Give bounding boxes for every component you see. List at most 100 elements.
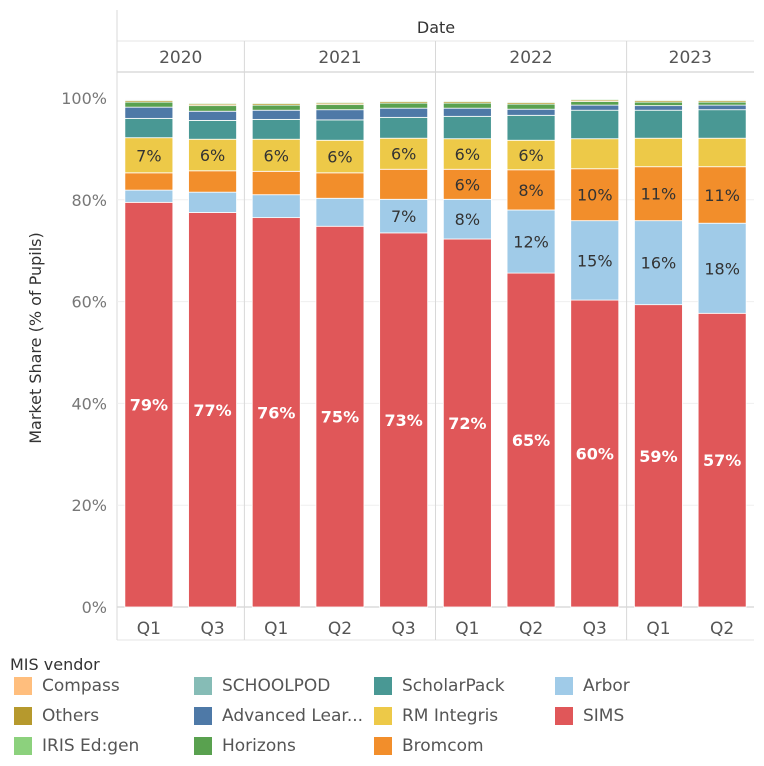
- bar-segment: [442, 168, 492, 200]
- legend-item[interactable]: Horizons: [194, 735, 296, 757]
- bar-segment: [188, 212, 237, 608]
- bar-segment: [442, 115, 492, 140]
- data-label: 6%: [455, 145, 480, 164]
- bar-segment: [124, 189, 174, 203]
- bar-segment: [188, 101, 237, 103]
- legend-item[interactable]: IRIS Ed:gen: [14, 735, 139, 757]
- bar-segment: [442, 107, 492, 117]
- year-label: 2020: [159, 48, 202, 68]
- data-label: 6%: [264, 146, 289, 165]
- bar-segment: [188, 138, 237, 172]
- x-tick-label: Q1: [264, 619, 288, 639]
- x-tick-label: Q2: [328, 619, 352, 639]
- data-label: 60%: [576, 445, 614, 464]
- bar-segment: [442, 102, 492, 109]
- legend-item[interactable]: Others: [14, 705, 99, 727]
- legend-swatch: [194, 677, 212, 695]
- bar-segment: [634, 304, 683, 608]
- legend-swatch: [194, 737, 212, 755]
- legend-swatch: [374, 737, 392, 755]
- bar-segment: [251, 109, 301, 120]
- legend-label: SCHOOLPOD: [222, 676, 331, 696]
- bar-segment: [634, 109, 683, 139]
- data-label: 18%: [704, 259, 740, 278]
- bar-segment: [634, 98, 683, 100]
- bar-segment: [124, 98, 174, 100]
- legend-swatch: [374, 677, 392, 695]
- data-label: 72%: [448, 414, 486, 433]
- x-tick-label: Q1: [137, 619, 161, 639]
- legend-item[interactable]: RM Integris: [374, 705, 498, 727]
- data-label: 11%: [641, 185, 677, 204]
- bar-segment: [315, 139, 365, 174]
- x-tick-label: Q1: [455, 619, 479, 639]
- year-label: 2022: [509, 48, 552, 68]
- data-label: 65%: [512, 431, 550, 450]
- bar-segment: [379, 102, 429, 109]
- data-label: 59%: [639, 447, 677, 466]
- bar-segment: [570, 220, 620, 301]
- bar-segment: [442, 198, 492, 240]
- bar-segment: [379, 116, 429, 139]
- y-tick-label: 20%: [71, 496, 107, 515]
- bar-segment: [379, 232, 429, 608]
- legend-label: Others: [42, 706, 100, 726]
- data-label: 57%: [703, 451, 741, 470]
- x-tick-label: Q2: [519, 619, 543, 639]
- legend-item[interactable]: SCHOOLPOD: [194, 675, 330, 697]
- bar-segment: [188, 105, 237, 112]
- bar-segment: [379, 198, 429, 234]
- legend-item[interactable]: Advanced Lear...: [194, 705, 363, 727]
- bar-segment: [124, 172, 174, 191]
- bar-segment: [379, 168, 429, 200]
- legend-item[interactable]: Arbor: [555, 675, 630, 697]
- bar-segment: [506, 108, 556, 116]
- data-label: 11%: [704, 186, 740, 205]
- bar-segment: [697, 109, 747, 139]
- legend-item[interactable]: ScholarPack: [374, 675, 505, 697]
- data-label: 7%: [136, 146, 161, 165]
- bar-segment: [315, 225, 365, 608]
- bar-segment: [315, 100, 365, 102]
- legend-label: SIMS: [583, 706, 625, 726]
- legend-item[interactable]: Compass: [14, 675, 120, 697]
- bar-segment: [251, 104, 301, 111]
- legend-label: Horizons: [222, 736, 296, 756]
- bar-segment: [251, 101, 301, 103]
- bar-segment: [506, 100, 556, 102]
- bar-segment: [124, 106, 174, 119]
- y-tick-label: 60%: [71, 293, 107, 312]
- data-label: 6%: [200, 146, 225, 165]
- data-label: 10%: [577, 186, 613, 205]
- bar-segment: [697, 104, 747, 111]
- bar-segment: [124, 101, 174, 108]
- data-label: 8%: [518, 181, 543, 200]
- bar-segment: [570, 101, 620, 106]
- legend-swatch: [194, 707, 212, 725]
- legend-label: IRIS Ed:gen: [42, 736, 140, 756]
- bar-segment: [634, 137, 683, 168]
- legend-item[interactable]: Bromcom: [374, 735, 484, 757]
- bar-segment: [251, 217, 301, 608]
- y-axis-label: Market Share (% of Pupils): [26, 232, 45, 444]
- data-label: 73%: [385, 411, 423, 430]
- bar-segment: [379, 99, 429, 101]
- bar-segment: [251, 118, 301, 140]
- bar-segment: [188, 110, 237, 121]
- bar-segment: [251, 170, 301, 196]
- y-tick-label: 0%: [82, 598, 107, 617]
- data-label: 6%: [455, 175, 480, 194]
- bar-segment: [697, 101, 747, 106]
- bar-segment: [379, 107, 429, 118]
- bar-segment: [634, 101, 683, 107]
- x-tick-label: Q3: [392, 619, 416, 639]
- header-label: Date: [417, 18, 455, 37]
- y-tick-label: 80%: [71, 191, 107, 210]
- bar-segment: [697, 222, 747, 314]
- bar-segment: [570, 104, 620, 111]
- x-tick-label: Q1: [646, 619, 670, 639]
- legend-item[interactable]: SIMS: [555, 705, 624, 727]
- year-label: 2021: [318, 48, 361, 68]
- bar-segment: [570, 97, 620, 99]
- bar-segment: [315, 109, 365, 121]
